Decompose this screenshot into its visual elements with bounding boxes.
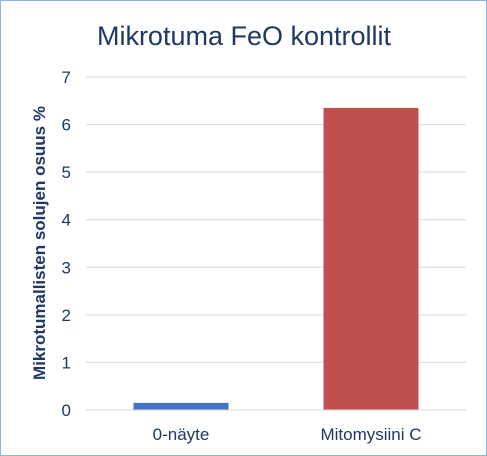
x-tick-label: 0-näyte [153, 425, 210, 444]
y-tick-label: 2 [62, 306, 71, 325]
y-tick-label: 3 [62, 258, 71, 277]
y-tick-label: 7 [62, 68, 71, 87]
y-tick-label: 1 [62, 353, 71, 372]
x-tick-label: Mitomysiini C [320, 425, 421, 444]
y-tick-label: 4 [62, 211, 71, 230]
x-axis-categories: 0-näyte Mitomysiini C [153, 425, 422, 444]
chart-title: Mikrotuma FeO kontrollit [97, 21, 392, 51]
y-tick-label: 0 [62, 401, 71, 420]
bar [133, 402, 229, 410]
y-tick-label: 5 [62, 163, 71, 182]
y-tick-label: 6 [62, 116, 71, 135]
y-axis-label: Mikrotumallisten solujen osuus % [30, 106, 49, 380]
gridlines [86, 76, 466, 363]
bars [133, 107, 419, 411]
bar [323, 107, 419, 411]
y-axis-ticks: 0 1 2 3 4 5 6 7 [62, 68, 71, 420]
